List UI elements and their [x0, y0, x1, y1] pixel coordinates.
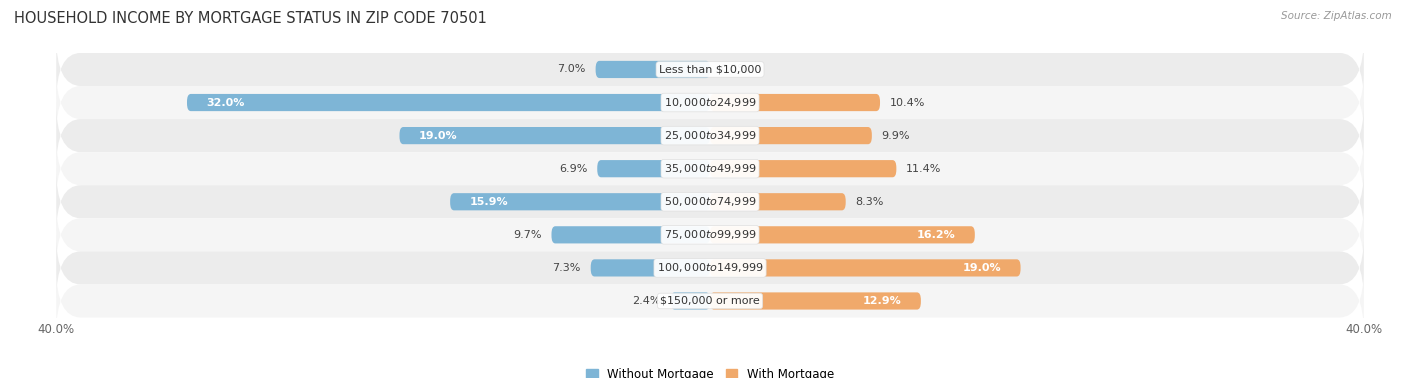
Text: $10,000 to $24,999: $10,000 to $24,999	[664, 96, 756, 109]
FancyBboxPatch shape	[551, 226, 710, 243]
FancyBboxPatch shape	[710, 193, 845, 210]
FancyBboxPatch shape	[56, 136, 1364, 202]
FancyBboxPatch shape	[56, 268, 1364, 334]
Text: Less than $10,000: Less than $10,000	[659, 65, 761, 74]
Text: 9.7%: 9.7%	[513, 230, 541, 240]
Text: $75,000 to $99,999: $75,000 to $99,999	[664, 228, 756, 241]
FancyBboxPatch shape	[710, 94, 880, 111]
Text: $25,000 to $34,999: $25,000 to $34,999	[664, 129, 756, 142]
Text: $100,000 to $149,999: $100,000 to $149,999	[657, 262, 763, 274]
FancyBboxPatch shape	[56, 36, 1364, 102]
FancyBboxPatch shape	[710, 226, 974, 243]
Text: 12.9%: 12.9%	[862, 296, 901, 306]
Text: 11.4%: 11.4%	[905, 164, 942, 174]
Text: 6.9%: 6.9%	[560, 164, 588, 174]
FancyBboxPatch shape	[56, 102, 1364, 169]
FancyBboxPatch shape	[710, 259, 1021, 277]
Text: $50,000 to $74,999: $50,000 to $74,999	[664, 195, 756, 208]
Text: 7.3%: 7.3%	[553, 263, 581, 273]
FancyBboxPatch shape	[710, 127, 872, 144]
FancyBboxPatch shape	[591, 259, 710, 277]
Text: 15.9%: 15.9%	[470, 197, 509, 207]
FancyBboxPatch shape	[399, 127, 710, 144]
Text: 16.2%: 16.2%	[917, 230, 955, 240]
Text: 7.0%: 7.0%	[557, 65, 586, 74]
FancyBboxPatch shape	[598, 160, 710, 177]
FancyBboxPatch shape	[56, 202, 1364, 268]
Text: 9.9%: 9.9%	[882, 131, 910, 141]
FancyBboxPatch shape	[56, 235, 1364, 301]
Text: HOUSEHOLD INCOME BY MORTGAGE STATUS IN ZIP CODE 70501: HOUSEHOLD INCOME BY MORTGAGE STATUS IN Z…	[14, 11, 486, 26]
Text: 19.0%: 19.0%	[419, 131, 458, 141]
FancyBboxPatch shape	[187, 94, 710, 111]
Text: 0.0%: 0.0%	[720, 65, 748, 74]
Text: Source: ZipAtlas.com: Source: ZipAtlas.com	[1281, 11, 1392, 21]
Text: 10.4%: 10.4%	[890, 98, 925, 107]
FancyBboxPatch shape	[596, 61, 710, 78]
FancyBboxPatch shape	[710, 293, 921, 310]
FancyBboxPatch shape	[56, 70, 1364, 136]
Text: 19.0%: 19.0%	[962, 263, 1001, 273]
Text: 32.0%: 32.0%	[207, 98, 245, 107]
FancyBboxPatch shape	[710, 160, 897, 177]
FancyBboxPatch shape	[671, 293, 710, 310]
FancyBboxPatch shape	[56, 169, 1364, 235]
Text: 2.4%: 2.4%	[633, 296, 661, 306]
Text: $150,000 or more: $150,000 or more	[661, 296, 759, 306]
FancyBboxPatch shape	[450, 193, 710, 210]
Text: $35,000 to $49,999: $35,000 to $49,999	[664, 162, 756, 175]
Text: 8.3%: 8.3%	[855, 197, 884, 207]
Legend: Without Mortgage, With Mortgage: Without Mortgage, With Mortgage	[581, 363, 839, 378]
